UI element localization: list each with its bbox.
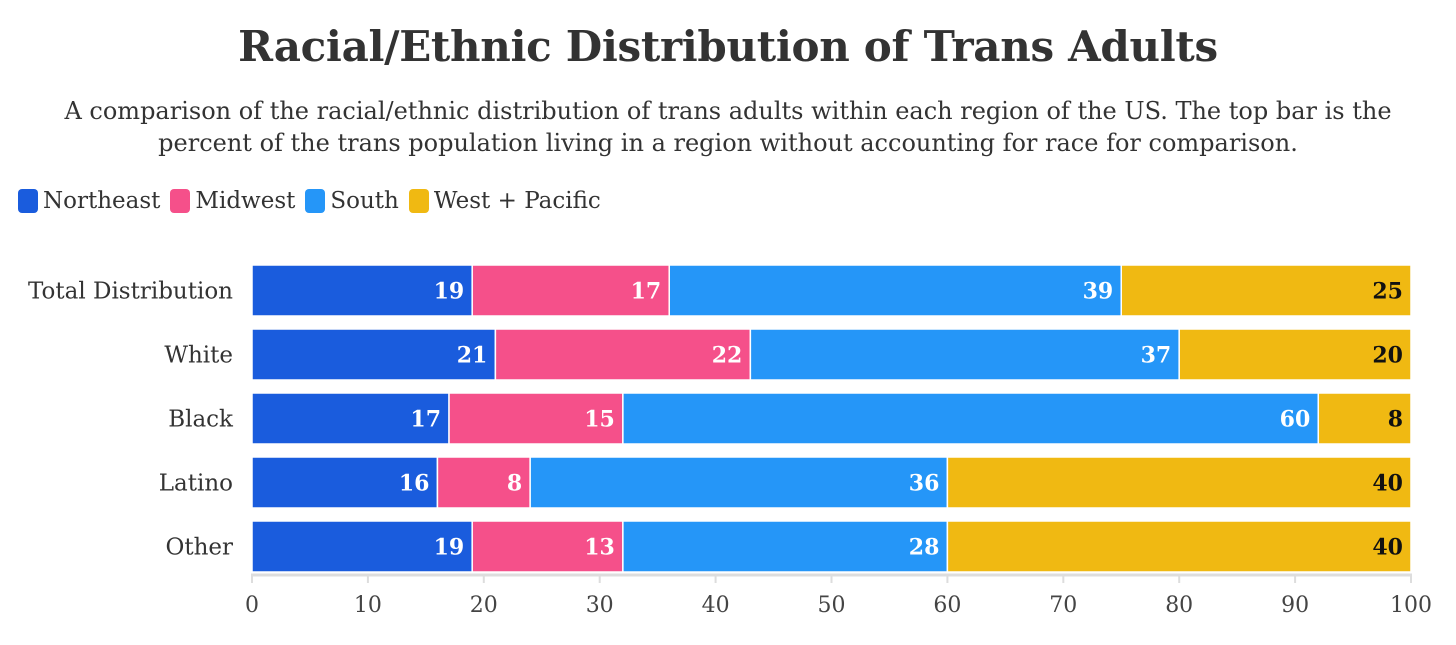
bar-label-total-distribution-midwest: 17 [631, 279, 662, 305]
stacked-bar-chart: Total Distribution 19 17 39 25 White 21 22 37 20 B… [28, 264, 1432, 618]
bar-white-west-pacific [1178, 328, 1412, 381]
x-tick-label-100: 100 [1390, 593, 1432, 618]
legend-swatch-northeast [18, 189, 38, 213]
bar-black-northeast [251, 392, 450, 445]
bar-total-distribution-south [668, 264, 1122, 317]
bar-label-black-northeast: 17 [410, 407, 441, 433]
bar-latino-south [529, 456, 949, 509]
row-label-white: White [164, 343, 233, 369]
bar-label-white-midwest: 22 [712, 343, 743, 369]
bar-other-south [622, 520, 949, 573]
bar-label-white-south: 37 [1141, 343, 1172, 369]
legend-label-northeast: Northeast [43, 188, 161, 214]
x-tick-label-20: 20 [470, 593, 498, 618]
legend-swatch-west-pacific [408, 189, 429, 213]
bar-latino-northeast [251, 456, 439, 509]
x-tick-label-70: 70 [1049, 593, 1077, 618]
bar-label-other-northeast: 19 [434, 535, 465, 561]
bar-other-midwest [471, 520, 624, 573]
bar-label-white-west-pacific: 20 [1372, 343, 1403, 369]
bar-total-distribution-midwest [471, 264, 670, 317]
x-tick-label-90: 90 [1281, 593, 1309, 618]
x-tick-label-80: 80 [1165, 593, 1193, 618]
bar-label-total-distribution-south: 39 [1083, 279, 1114, 305]
row-label-latino: Latino [159, 471, 233, 497]
row-label-other: Other [165, 535, 233, 561]
x-tick-label-60: 60 [933, 593, 961, 618]
legend-item-midwest[interactable]: Midwest [170, 188, 295, 214]
bar-total-distribution-northeast [251, 264, 473, 317]
bar-label-latino-south: 36 [909, 471, 940, 497]
bar-label-black-west-pacific: 8 [1388, 407, 1403, 433]
bar-label-total-distribution-west-pacific: 25 [1372, 279, 1403, 305]
bar-black-west-pacific [1317, 392, 1412, 445]
bar-label-black-south: 60 [1280, 407, 1311, 433]
x-tick-label-30: 30 [586, 593, 614, 618]
bar-latino-west-pacific [946, 456, 1412, 509]
x-tick-label-10: 10 [354, 593, 382, 618]
bar-latino-midwest [436, 456, 531, 509]
legend-label-midwest: Midwest [195, 188, 296, 214]
bar-label-latino-west-pacific: 40 [1372, 471, 1403, 497]
legend-label-west-pacific: West + Pacific [433, 188, 601, 214]
legend-item-south[interactable]: South [305, 188, 399, 214]
bar-label-other-south: 28 [909, 535, 940, 561]
bar-white-northeast [251, 328, 497, 381]
legend-swatch-midwest [170, 189, 191, 213]
x-tick-label-50: 50 [818, 593, 846, 618]
chart-legend: Northeast Midwest South West + Pacific [18, 184, 611, 218]
bar-black-south [622, 392, 1320, 445]
legend-item-northeast[interactable]: Northeast [18, 188, 160, 214]
bar-label-latino-northeast: 16 [399, 471, 430, 497]
bar-label-total-distribution-northeast: 19 [434, 279, 465, 305]
bar-label-other-midwest: 13 [584, 535, 615, 561]
chart-subtitle: A comparison of the racial/ethnic distri… [20, 95, 1436, 159]
bar-white-south [749, 328, 1180, 381]
subtitle-line-2: percent of the trans population living i… [158, 129, 1298, 157]
row-label-black: Black [168, 407, 234, 433]
legend-swatch-south [305, 189, 326, 213]
chart-title: Racial/Ethnic Distribution of Trans Adul… [238, 22, 1218, 71]
bar-label-black-midwest: 15 [584, 407, 615, 433]
bar-black-midwest [448, 392, 624, 445]
row-label-total-distribution: Total Distribution [28, 279, 233, 305]
bar-label-latino-midwest: 8 [507, 471, 522, 497]
bar-label-other-west-pacific: 40 [1372, 535, 1403, 561]
x-tick-label-0: 0 [245, 593, 259, 618]
x-tick-label-40: 40 [702, 593, 730, 618]
bar-total-distribution-west-pacific [1120, 264, 1412, 317]
bar-label-white-northeast: 21 [457, 343, 488, 369]
legend-label-south: South [330, 188, 399, 214]
bar-other-west-pacific [946, 520, 1412, 573]
legend-item-west-pacific[interactable]: West + Pacific [408, 188, 601, 214]
subtitle-line-1: A comparison of the racial/ethnic distri… [64, 97, 1392, 125]
